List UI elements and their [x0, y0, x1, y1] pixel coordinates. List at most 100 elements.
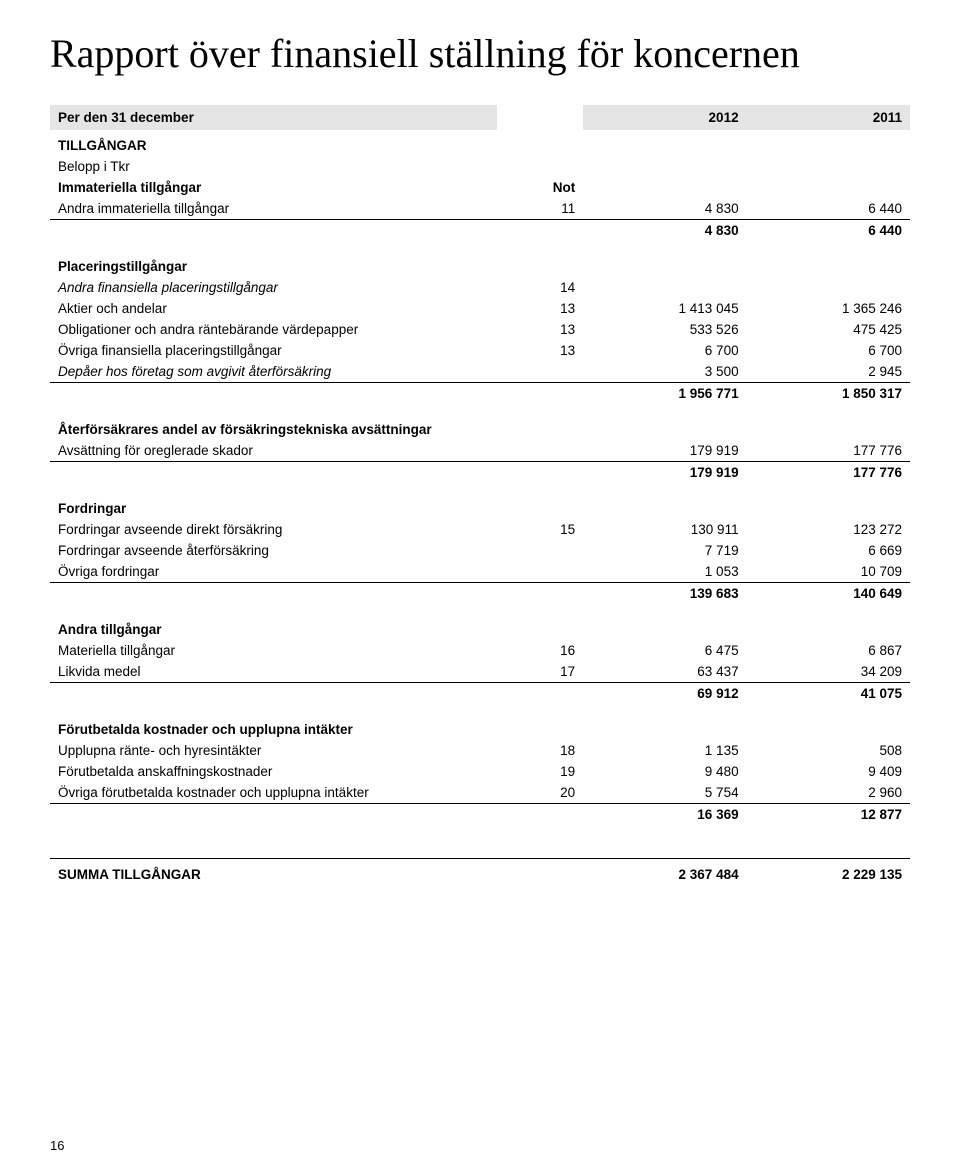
sub-heading: Andra tillgångar	[50, 604, 497, 640]
row-v2: 10 709	[747, 561, 910, 583]
row-label: Obligationer och andra räntebärande värd…	[50, 319, 497, 340]
row-label: Aktier och andelar	[50, 298, 497, 319]
subtotal-row: 139 683 140 649	[50, 583, 910, 605]
table-row: Övriga finansiella placeringstillgångar …	[50, 340, 910, 361]
row-v1: 6 475	[583, 640, 746, 661]
row-v2: 177 776	[747, 440, 910, 462]
row-v1: 1 413 045	[583, 298, 746, 319]
table-row: Likvida medel 17 63 437 34 209	[50, 661, 910, 683]
subtotal-v2: 177 776	[747, 462, 910, 484]
row-v1: 9 480	[583, 761, 746, 782]
row-v1: 3 500	[583, 361, 746, 383]
subtotal-row: 4 830 6 440	[50, 220, 910, 242]
subtotal-v2: 140 649	[747, 583, 910, 605]
belopp-label: Belopp i Tkr	[50, 156, 497, 177]
table-row: Andra finansiella placeringstillgångar 1…	[50, 277, 910, 298]
row-v1: 5 754	[583, 782, 746, 804]
row-v2: 34 209	[747, 661, 910, 683]
subtotal-row: 1 956 771 1 850 317	[50, 383, 910, 405]
row-v2: 1 365 246	[747, 298, 910, 319]
section-fordringar: Fordringar	[50, 483, 910, 519]
page-number: 16	[50, 1138, 64, 1153]
row-not: 13	[497, 340, 583, 361]
table-header-row: Per den 31 december 2012 2011	[50, 105, 910, 130]
row-not: 15	[497, 519, 583, 540]
section-forutbet: Förutbetalda kostnader och upplupna intä…	[50, 704, 910, 740]
row-label: Upplupna ränte- och hyresintäkter	[50, 740, 497, 761]
row-v2: 6 440	[747, 198, 910, 220]
financial-table: Per den 31 december 2012 2011 TILLGÅNGAR…	[50, 105, 910, 885]
section-aterfors: Återförsäkrares andel av försäkringstekn…	[50, 404, 910, 440]
row-v2: 2 960	[747, 782, 910, 804]
table-row: Upplupna ränte- och hyresintäkter 18 1 1…	[50, 740, 910, 761]
row-label: Förutbetalda anskaffningskostnader	[50, 761, 497, 782]
row-v1: 179 919	[583, 440, 746, 462]
table-row: Aktier och andelar 13 1 413 045 1 365 24…	[50, 298, 910, 319]
subtotal-v1: 69 912	[583, 683, 746, 705]
row-v1: 130 911	[583, 519, 746, 540]
row-not: 11	[497, 198, 583, 220]
row-immateriella-head: Immateriella tillgångar Not	[50, 177, 910, 198]
subtotal-v1: 4 830	[583, 220, 746, 242]
row-label: Andra finansiella placeringstillgångar	[50, 277, 497, 298]
row-label: Fordringar avseende direkt försäkring	[50, 519, 497, 540]
section-heading: TILLGÅNGAR	[50, 130, 497, 156]
row-v1: 4 830	[583, 198, 746, 220]
section-tillgangar: TILLGÅNGAR	[50, 130, 910, 156]
header-label: Per den 31 december	[50, 105, 497, 130]
row-v2: 475 425	[747, 319, 910, 340]
table-row: Avsättning för oreglerade skador 179 919…	[50, 440, 910, 462]
row-v2: 6 867	[747, 640, 910, 661]
header-year-2: 2011	[747, 105, 910, 130]
row-label: Avsättning för oreglerade skador	[50, 440, 497, 462]
row-label: Depåer hos företag som avgivit återförsä…	[50, 361, 497, 383]
row-v1: 6 700	[583, 340, 746, 361]
row-not: 13	[497, 298, 583, 319]
row-v1: 63 437	[583, 661, 746, 683]
row-v2: 508	[747, 740, 910, 761]
row-v2: 2 945	[747, 361, 910, 383]
subtotal-v1: 139 683	[583, 583, 746, 605]
sub-heading: Förutbetalda kostnader och upplupna intä…	[50, 704, 497, 740]
table-row: Obligationer och andra räntebärande värd…	[50, 319, 910, 340]
row-not: 14	[497, 277, 583, 298]
row-label: Övriga finansiella placeringstillgångar	[50, 340, 497, 361]
grand-v1: 2 367 484	[583, 859, 746, 886]
table-row: Depåer hos företag som avgivit återförsä…	[50, 361, 910, 383]
subtotal-v2: 41 075	[747, 683, 910, 705]
subtotal-v1: 179 919	[583, 462, 746, 484]
row-v1: 7 719	[583, 540, 746, 561]
row-label: Andra immateriella tillgångar	[50, 198, 497, 220]
not-col-label: Not	[497, 177, 583, 198]
page-title: Rapport över finansiell ställning för ko…	[50, 30, 910, 77]
row-v1: 1 053	[583, 561, 746, 583]
grand-label: SUMMA TILLGÅNGAR	[50, 859, 497, 886]
row-not: 18	[497, 740, 583, 761]
row-v2: 123 272	[747, 519, 910, 540]
header-not-blank	[497, 105, 583, 130]
table-row: Fordringar avseende återförsäkring 7 719…	[50, 540, 910, 561]
subtotal-v1: 1 956 771	[583, 383, 746, 405]
sub-heading: Immateriella tillgångar	[50, 177, 497, 198]
row-not: 16	[497, 640, 583, 661]
row-v2: 9 409	[747, 761, 910, 782]
table-row: Materiella tillgångar 16 6 475 6 867	[50, 640, 910, 661]
sub-heading: Fordringar	[50, 483, 497, 519]
row-v1: 533 526	[583, 319, 746, 340]
header-year-1: 2012	[583, 105, 746, 130]
table-row: Övriga förutbetalda kostnader och upplup…	[50, 782, 910, 804]
subtotal-v2: 1 850 317	[747, 383, 910, 405]
row-label: Materiella tillgångar	[50, 640, 497, 661]
row-label: Likvida medel	[50, 661, 497, 683]
section-andra: Andra tillgångar	[50, 604, 910, 640]
row-label: Övriga fordringar	[50, 561, 497, 583]
row-label: Fordringar avseende återförsäkring	[50, 540, 497, 561]
row-not: 20	[497, 782, 583, 804]
row-belopp: Belopp i Tkr	[50, 156, 910, 177]
grand-total-row: SUMMA TILLGÅNGAR 2 367 484 2 229 135	[50, 859, 910, 886]
row-label: Övriga förutbetalda kostnader och upplup…	[50, 782, 497, 804]
row-not: 17	[497, 661, 583, 683]
subtotal-row: 16 369 12 877	[50, 804, 910, 826]
section-placering: Placeringstillgångar	[50, 241, 910, 277]
subtotal-v1: 16 369	[583, 804, 746, 826]
